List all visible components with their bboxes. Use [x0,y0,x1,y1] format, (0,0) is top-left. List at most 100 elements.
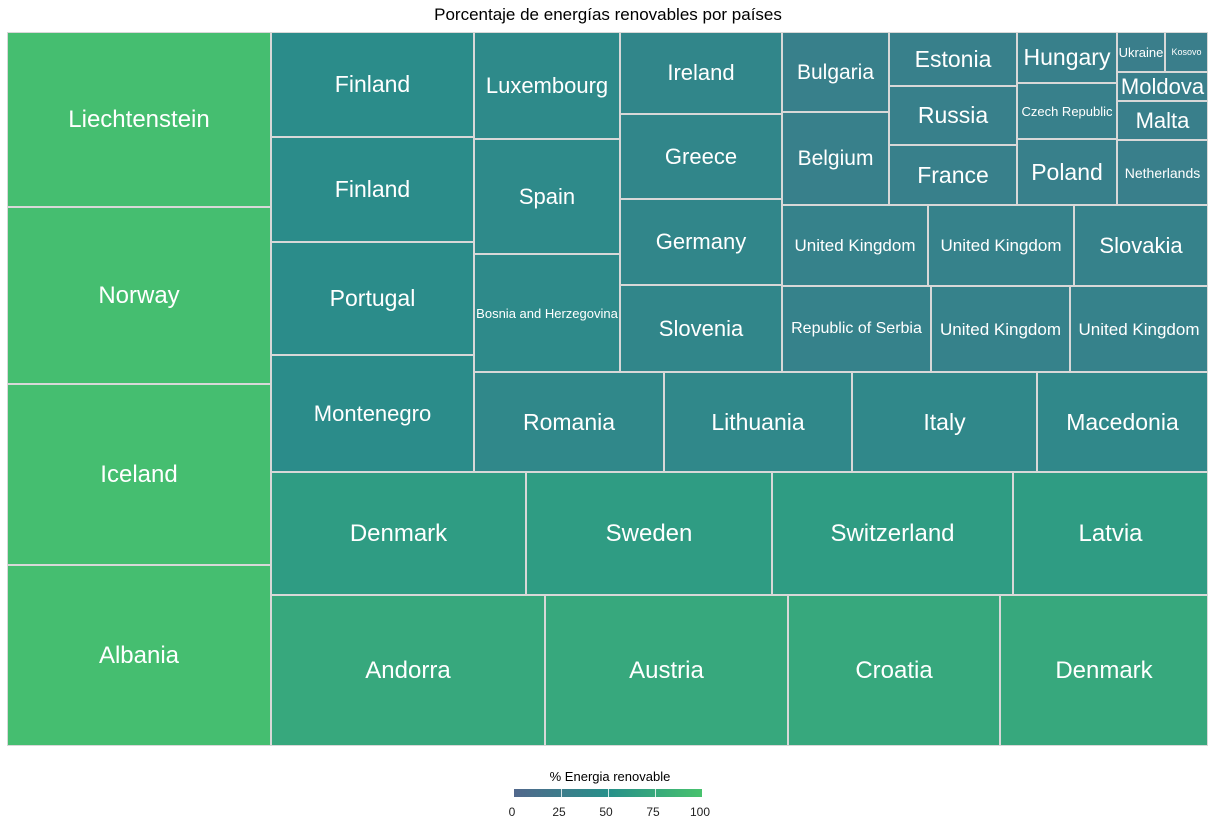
treemap-tile: Austria [545,595,788,746]
tile-label: Greece [664,143,738,169]
tile-label: Netherlands [1124,164,1201,181]
legend-tick-label: 50 [599,805,613,819]
tile-label: Luxembourg [485,72,609,98]
legend-tick-mark [655,789,656,797]
tile-label: Switzerland [830,519,955,547]
treemap-tile: Luxembourg [474,32,620,139]
tile-label: Russia [917,102,989,128]
treemap-tile: Finland [271,32,474,137]
tile-label: Austria [629,656,704,684]
tile-label: Estonia [914,45,992,72]
tile-label: Albania [98,641,180,669]
tile-label: Montenegro [313,400,432,426]
tile-label: Italy [923,408,966,435]
tile-label: United Kingdom [940,319,1061,339]
treemap-tile: Netherlands [1117,140,1208,205]
legend-tick-label: 0 [508,805,516,819]
treemap-tile: Poland [1017,139,1117,205]
treemap-tile: United Kingdom [1070,286,1208,372]
legend-tick-label: 25 [552,805,566,819]
treemap-tile: Iceland [7,384,271,565]
treemap-tile: Montenegro [271,355,474,472]
treemap-tile: Estonia [889,32,1017,86]
treemap-tile: Bulgaria [782,32,889,112]
treemap-tile: Albania [7,565,271,746]
treemap-tile: Hungary [1017,32,1117,83]
tile-label: Spain [518,183,576,209]
treemap-tile: Denmark [271,472,526,595]
tile-label: United Kingdom [794,236,916,255]
tile-label: Ukraine [1118,44,1164,60]
treemap-tile: United Kingdom [931,286,1070,372]
legend-tick-mark [608,789,609,797]
treemap-tile: Ireland [620,32,782,114]
treemap-tile: Sweden [526,472,772,595]
tile-label: Finland [334,176,411,202]
treemap-tile: Moldova [1117,72,1208,101]
treemap-tile: Lithuania [664,372,852,472]
tile-label: Latvia [1078,519,1143,547]
chart-title: Porcentaje de energías renovables por pa… [434,5,782,24]
tile-label: Iceland [100,460,178,488]
treemap-tile: Italy [852,372,1037,472]
treemap-tile: Belgium [782,112,889,205]
tile-label: Macedonia [1066,408,1179,435]
treemap-tile: United Kingdom [782,205,928,286]
tile-label: Kosovo [1171,46,1202,57]
treemap-tile: Croatia [788,595,1000,746]
treemap-tile: Latvia [1013,472,1208,595]
tile-label: Romania [522,408,616,435]
treemap-tile: Slovakia [1074,205,1208,286]
tile-label: Slovenia [658,315,744,341]
tile-label: Bulgaria [796,60,875,84]
treemap-tile: Andorra [271,595,545,746]
tile-label: Finland [334,71,411,97]
tile-label: Denmark [349,519,448,547]
treemap-tile: Spain [474,139,620,254]
treemap-plot: Liechtenstein Norway Iceland Albania Andorra… [7,32,1208,746]
treemap-tile: France [889,145,1017,205]
tile-label: Lithuania [711,408,805,435]
tile-label: Sweden [605,519,693,547]
treemap-tile: Russia [889,86,1017,145]
treemap-tile: United Kingdom [928,205,1074,286]
tile-label: France [917,161,989,188]
tile-label: Malta [1135,107,1190,133]
treemap-tile: Kosovo [1165,32,1208,72]
treemap-tile: Republic of Serbia [782,286,931,372]
tile-label: Slovakia [1099,232,1183,258]
tile-label: Croatia [855,656,933,684]
tile-label: Moldova [1120,73,1205,99]
treemap-tile: Denmark [1000,595,1208,746]
treemap-tile: Liechtenstein [7,32,271,207]
tile-label: Belgium [797,147,874,170]
tile-label: United Kingdom [940,236,1062,255]
tile-label: Liechtenstein [68,105,210,133]
treemap-tile: Switzerland [772,472,1013,595]
tile-label: Hungary [1023,44,1111,70]
legend-title: % Energia renovable [549,769,671,784]
tile-label: Portugal [329,285,416,311]
tile-label: Republic of Serbia [791,320,922,337]
tile-label: Norway [98,281,180,309]
tile-label: Denmark [1055,656,1153,684]
legend-tick-label: 100 [689,805,711,819]
legend-tick-mark [561,789,562,797]
tile-label: Germany [655,229,747,254]
tile-label: United Kingdom [1078,319,1200,339]
treemap-tile: Germany [620,199,782,285]
tile-label: Ireland [667,60,735,85]
legend-tick-label: 75 [646,805,660,819]
treemap-tile: Norway [7,207,271,384]
treemap-tile: Finland [271,137,474,242]
tile-label: Czech Republic [1021,103,1113,119]
treemap-tile: Czech Republic [1017,83,1117,139]
treemap-tile: Portugal [271,242,474,355]
treemap-tile: Malta [1117,101,1208,140]
tile-label: Andorra [365,656,451,684]
treemap-tile: Romania [474,372,664,472]
treemap-tile: Ukraine [1117,32,1165,72]
treemap-tile: Macedonia [1037,372,1208,472]
treemap-tile: Greece [620,114,782,199]
tile-label: Bosnia and Herzegovina [476,305,618,321]
